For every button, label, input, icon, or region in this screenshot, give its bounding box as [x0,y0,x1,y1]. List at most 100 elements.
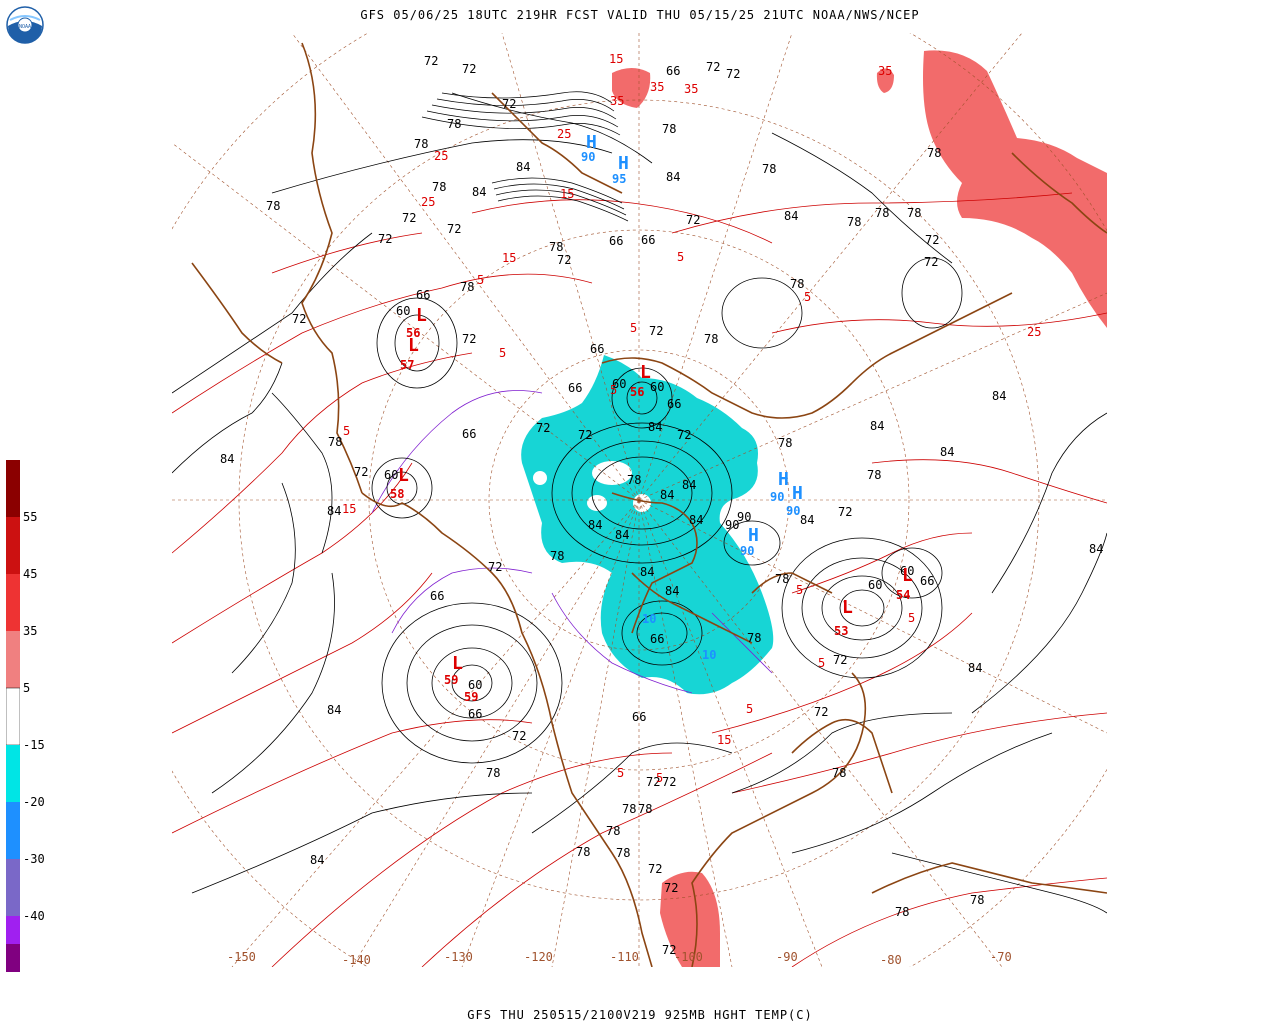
lon-label-80: -80 [880,953,902,967]
height-contours [172,92,1107,914]
height-label: 78 [832,766,846,780]
height-label: 84 [640,565,654,579]
center-value: 95 [612,172,626,186]
color-legend: 55 45 35 5 -15 -20 -30 -40 [6,460,66,972]
height-label: 72 [662,943,676,957]
height-label: 78 [627,473,641,487]
height-label: 84 [1089,542,1103,556]
legend-label-45: 45 [23,567,38,581]
height-label: 66 [468,707,482,721]
height-label: 66 [609,234,623,248]
height-label: 84 [940,445,954,459]
map-title: GFS 05/06/25 18UTC 219HR FCST VALID THU … [360,8,920,22]
height-label: 72 [402,211,416,225]
lon-label-130: -130 [444,950,473,964]
high-center: H [792,483,803,504]
height-label: 60 [868,578,882,592]
lon-label-70: -70 [990,950,1012,964]
center-values: 56 57 58 59 59 56 54 53 90 90 90 90 95 1… [390,150,910,704]
height-label: 78 [762,162,776,176]
height-label: 78 [414,137,428,151]
height-label: 78 [549,240,563,254]
high-center: H [778,469,789,490]
center-value: 90 [581,150,595,164]
height-label: 78 [907,206,921,220]
map-caption: GFS THU 250515/2100V219 925MB HGHT TEMP(… [467,1008,813,1022]
legend-label-minus-20: -20 [23,795,45,809]
height-label: 72 [502,97,516,111]
height-label: 78 [790,277,804,291]
height-label: 72 [354,465,368,479]
lon-label-110: -110 [610,950,639,964]
lon-label-140: -140 [342,953,371,967]
height-labels: 72 72 78 78 72 66 72 72 78 78 84 84 84 7… [220,54,1103,957]
height-label: 60 [650,380,664,394]
low-center: L [842,597,853,618]
center-value: 59 [444,673,458,687]
height-label: 72 [925,233,939,247]
height-label: 72 [488,560,502,574]
height-label: 72 [814,705,828,719]
legend-color-bar [6,460,20,972]
temp-label: 35 [610,94,624,108]
height-label: 78 [622,802,636,816]
height-label: 84 [689,513,703,527]
temp-label: 5 [343,424,350,438]
height-label: 84 [660,488,674,502]
height-label: 72 [557,253,571,267]
temp-label: 15 [560,187,574,201]
noaa-logo-icon: NOAA [6,6,44,44]
height-label: 84 [784,209,798,223]
height-label: 84 [682,478,696,492]
temp-label: 5 [610,383,617,397]
height-label: 72 [646,775,660,789]
height-label: 72 [378,232,392,246]
height-label: 72 [462,62,476,76]
height-label: 72 [664,881,678,895]
center-value: 53 [834,624,848,638]
lon-label-100: -100 [674,950,703,964]
height-label: 72 [424,54,438,68]
height-label: 66 [666,64,680,78]
high-center: H [618,153,629,174]
height-label: 72 [292,312,306,326]
warm-area-ne [923,50,1107,328]
temp-label: 15 [342,502,356,516]
warm-area-small-2 [876,68,894,93]
height-label: 84 [800,513,814,527]
temp-label: 15 [609,52,623,66]
legend-label-minus-15: -15 [23,738,45,752]
low-center: L [416,305,427,326]
height-label: 78 [328,435,342,449]
temperature-contours [172,192,1107,967]
height-label: 78 [266,199,280,213]
cold-area-hole-2 [633,494,651,512]
warm-area-baja [660,871,720,967]
height-label: 84 [327,703,341,717]
height-label: 72 [686,213,700,227]
cold-temp-contours [371,390,773,694]
temp-label: 15 [502,251,516,265]
center-value: 56 [630,385,644,399]
height-label: 72 [833,653,847,667]
height-label: 66 [430,589,444,603]
height-label: 78 [847,215,861,229]
height-label: 66 [641,233,655,247]
height-label: 84 [870,419,884,433]
coastlines [191,42,1107,967]
cold-area-hole-1 [592,461,632,485]
center-value: 10 [702,648,716,662]
height-label: 78 [895,905,909,919]
cold-area-hole-4 [533,471,547,485]
center-value: 90 [786,504,800,518]
center-value: 90 [740,544,754,558]
lon-label-120: -120 [524,950,553,964]
height-label: 60 [396,304,410,318]
height-label: 90 [737,510,751,524]
height-label: 78 [778,436,792,450]
legend-label-55: 55 [23,510,38,524]
weather-map: -150 -140 -130 -120 -110 -100 -90 -80 -7… [172,33,1107,967]
legend-label-minus-40: -40 [23,909,45,923]
height-label: 72 [838,505,852,519]
cold-area-canada [521,355,774,695]
